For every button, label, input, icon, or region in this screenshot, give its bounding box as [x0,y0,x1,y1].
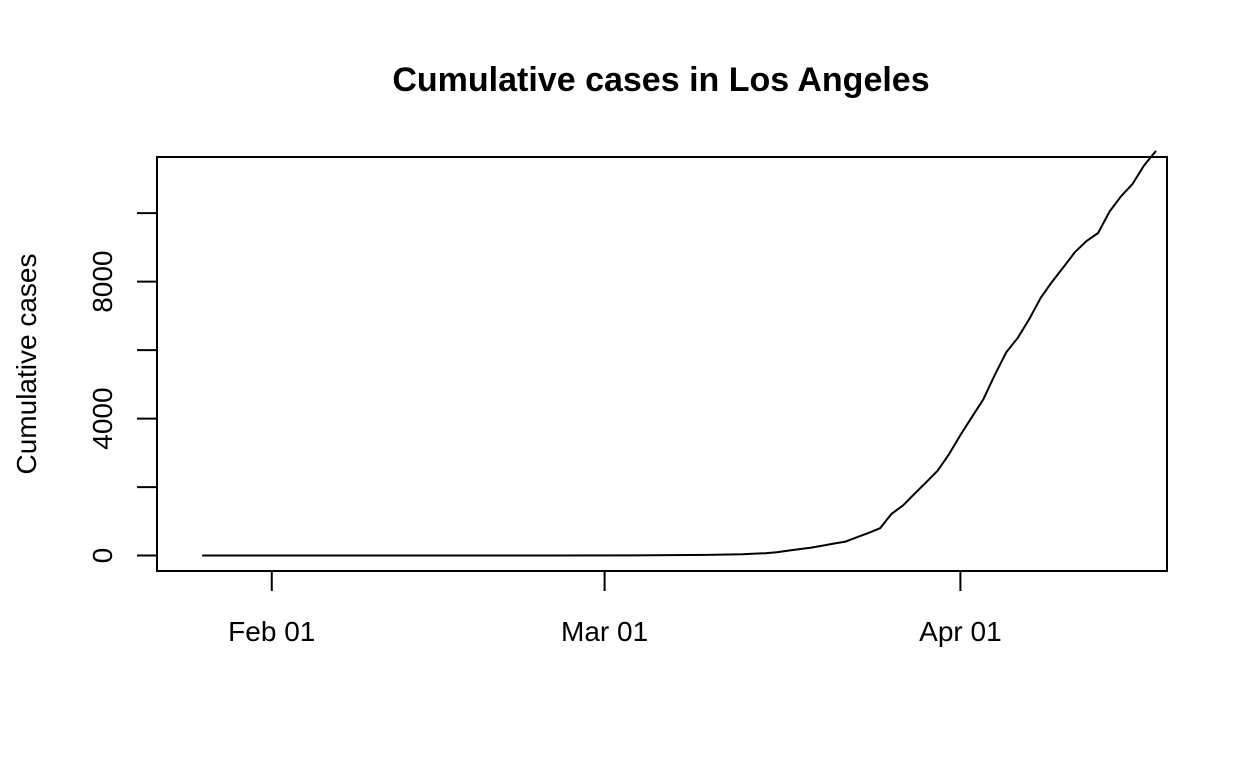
y-axis: 0 4000 8000 [87,212,157,564]
x-tick-label: Feb 01 [228,616,315,647]
x-tick-label: Mar 01 [561,616,648,647]
y-axis-label: Cumulative cases [11,254,42,475]
x-axis: Feb 01 Mar 01 Apr 01 [228,571,1002,647]
y-tick-label: 0 [87,548,118,564]
chart-title: Cumulative cases in Los Angeles [392,61,929,99]
y-tick-label: 4000 [87,387,118,449]
y-tick-label: 8000 [87,250,118,312]
plot-frame [156,156,1168,572]
x-tick-label: Apr 01 [919,616,1002,647]
series-line-cumulative-cases [201,150,1157,557]
